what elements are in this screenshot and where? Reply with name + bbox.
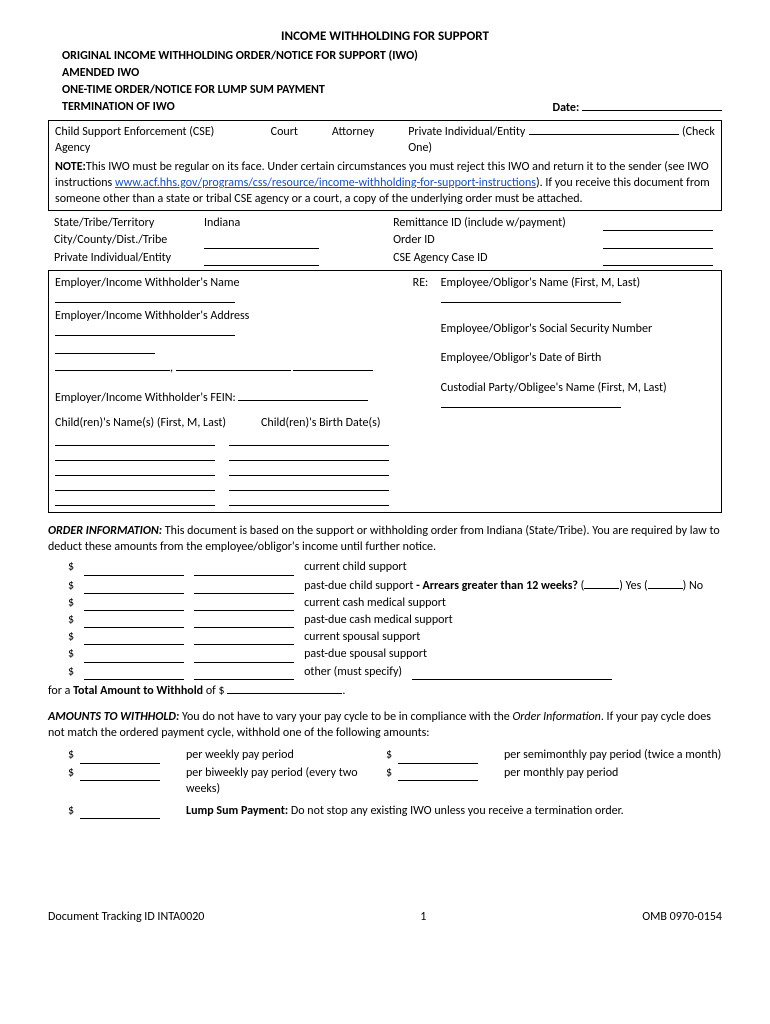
weekly-amt[interactable] <box>80 752 160 764</box>
amt-7[interactable] <box>84 668 184 680</box>
state-value: Indiana <box>204 215 319 231</box>
biweekly-amt[interactable] <box>80 769 160 781</box>
per-6[interactable] <box>194 651 294 663</box>
children-rows <box>55 434 715 506</box>
per-5[interactable] <box>194 633 294 645</box>
child-dob-2[interactable] <box>229 449 389 461</box>
obligor-dob-label: Employee/Obligor's Date of Birth <box>413 350 715 366</box>
obligor-ssn-label: Employee/Obligor's Social Security Numbe… <box>413 321 715 337</box>
child-dob-label: Child(ren)'s Birth Date(s) <box>261 415 381 431</box>
private-blank[interactable] <box>529 124 679 135</box>
order-info-section: ORDER INFORMATION: This document is base… <box>48 523 722 555</box>
city-label: City/County/Dist./Tribe <box>54 232 204 248</box>
remittance-blank[interactable] <box>603 219 713 231</box>
per-2[interactable] <box>194 582 294 594</box>
semimonthly-amt[interactable] <box>398 752 478 764</box>
fein-row: Employer/Income Withholder's FEIN: <box>55 389 403 406</box>
amt-1[interactable] <box>84 564 184 576</box>
child-dob-3[interactable] <box>229 464 389 476</box>
addr-blank-4[interactable] <box>176 359 291 371</box>
amt-6[interactable] <box>84 651 184 663</box>
orderid-blank[interactable] <box>603 237 713 249</box>
subhead-original: ORIGINAL INCOME WITHHOLDING ORDER/NOTICE… <box>62 48 722 64</box>
subhead-termination: TERMINATION OF IWO <box>62 99 175 116</box>
monthly-amt[interactable] <box>398 769 478 781</box>
child-dob-5[interactable] <box>229 494 389 506</box>
caseid-label: CSE Agency Case ID <box>393 250 603 266</box>
child-dob-4[interactable] <box>229 479 389 491</box>
per-1[interactable] <box>194 564 294 576</box>
custodial-blank[interactable] <box>441 396 621 408</box>
arrears-yes[interactable] <box>584 577 619 589</box>
amt-3[interactable] <box>84 599 184 611</box>
date-blank[interactable] <box>582 99 722 111</box>
child-name-3[interactable] <box>55 464 215 476</box>
page-number: 1 <box>420 909 426 925</box>
caseid-blank[interactable] <box>603 254 713 266</box>
child-name-2[interactable] <box>55 449 215 461</box>
orderid-label: Order ID <box>393 232 603 248</box>
total-blank[interactable] <box>227 682 342 694</box>
subheadings: ORIGINAL INCOME WITHHOLDING ORDER/NOTICE… <box>62 48 722 117</box>
opt-private: Private Individual/Entity (Check One) <box>408 124 715 156</box>
state-label: State/Tribe/Territory <box>54 215 204 231</box>
opt-attorney: Attorney <box>332 124 374 156</box>
per-7[interactable] <box>194 668 294 680</box>
note-text: NOTE:This IWO must be regular on its fac… <box>55 159 715 208</box>
total-row: for a Total Amount to Withhold of $ . <box>48 682 722 699</box>
opt-cse: Child Support Enforcement (CSE) Agency <box>55 124 237 156</box>
child-name-1[interactable] <box>55 434 215 446</box>
obligor-name-label: Employee/Obligor's Name (First, M, Last) <box>441 276 640 290</box>
addr-blank-2[interactable] <box>55 342 155 354</box>
paycycle-amounts: $ per weekly pay period $ per semimonthl… <box>68 747 722 819</box>
re-label: RE: <box>413 275 441 291</box>
order-amounts: $current child support $past-due child s… <box>68 559 722 679</box>
omb-number: OMB 0970-0154 <box>642 909 722 925</box>
opt-court: Court <box>271 124 298 156</box>
child-dob-1[interactable] <box>229 434 389 446</box>
addr-blank-1[interactable] <box>55 324 235 336</box>
child-name-label: Child(ren)'s Name(s) (First, M, Last) <box>55 415 253 431</box>
child-name-4[interactable] <box>55 479 215 491</box>
doc-tracking-id: Document Tracking ID INTA0020 <box>48 909 204 925</box>
form-title: INCOME WITHHOLDING FOR SUPPORT <box>48 28 722 46</box>
footer: Document Tracking ID INTA0020 1 OMB 0970… <box>48 909 722 925</box>
arrears-no[interactable] <box>648 577 683 589</box>
amt-5[interactable] <box>84 633 184 645</box>
city-blank[interactable] <box>204 237 319 249</box>
sender-box: Child Support Enforcement (CSE) Agency C… <box>48 120 722 211</box>
custodial-label: Custodial Party/Obligee's Name (First, M… <box>413 380 715 396</box>
employer-addr-label: Employer/Income Withholder's Address <box>55 308 403 324</box>
fein-blank[interactable] <box>238 389 368 401</box>
lumpsum-amt[interactable] <box>80 807 160 819</box>
amt-2[interactable] <box>84 582 184 594</box>
per-3[interactable] <box>194 599 294 611</box>
addr-blank-3[interactable] <box>55 359 170 371</box>
other-spec[interactable] <box>412 668 612 680</box>
obligor-name-blank[interactable] <box>441 291 621 303</box>
parties-box: Employer/Income Withholder's Name Employ… <box>48 270 722 513</box>
subhead-amended: AMENDED IWO <box>62 65 722 81</box>
id-section: State/Tribe/TerritoryIndiana City/County… <box>48 215 722 267</box>
instructions-link[interactable]: www.acf.hhs.gov/programs/css/resource/in… <box>115 176 536 190</box>
priv-blank[interactable] <box>204 254 319 266</box>
addr-blank-5[interactable] <box>293 359 373 371</box>
employer-name-label: Employer/Income Withholder's Name <box>55 275 403 291</box>
child-name-5[interactable] <box>55 494 215 506</box>
remittance-label: Remittance ID (include w/payment) <box>393 215 603 231</box>
per-4[interactable] <box>194 616 294 628</box>
date-field: Date: <box>553 99 722 116</box>
priv-label: Private Individual/Entity <box>54 250 204 266</box>
amt-4[interactable] <box>84 616 184 628</box>
employer-name-blank[interactable] <box>55 291 235 303</box>
subhead-onetime: ONE-TIME ORDER/NOTICE FOR LUMP SUM PAYME… <box>62 82 722 98</box>
amounts-section: AMOUNTS TO WITHHOLD: You do not have to … <box>48 709 722 741</box>
